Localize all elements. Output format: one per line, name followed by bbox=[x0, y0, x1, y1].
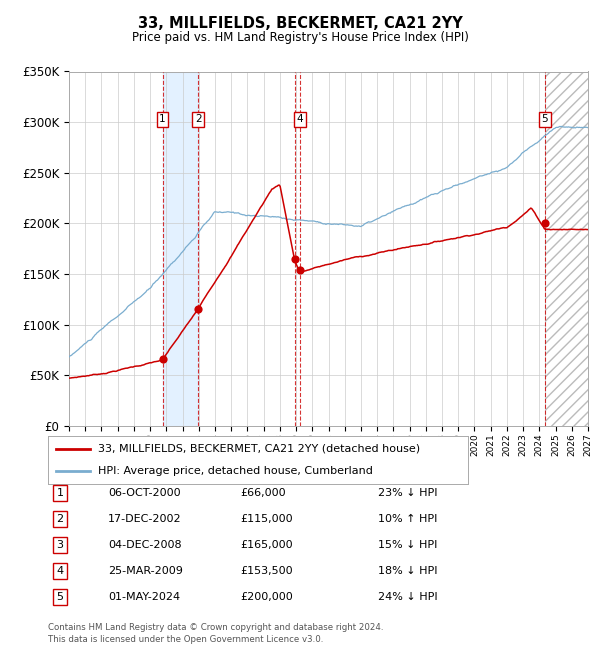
Point bbox=[540, 218, 550, 229]
Text: 06-OCT-2000: 06-OCT-2000 bbox=[108, 488, 181, 498]
Text: £165,000: £165,000 bbox=[240, 540, 293, 550]
Text: 17-DEC-2002: 17-DEC-2002 bbox=[108, 514, 182, 524]
Text: Price paid vs. HM Land Registry's House Price Index (HPI): Price paid vs. HM Land Registry's House … bbox=[131, 31, 469, 44]
Text: 4: 4 bbox=[296, 114, 303, 124]
Text: Contains HM Land Registry data © Crown copyright and database right 2024.: Contains HM Land Registry data © Crown c… bbox=[48, 623, 383, 632]
Point bbox=[193, 304, 203, 315]
Text: 25-MAR-2009: 25-MAR-2009 bbox=[108, 566, 183, 576]
Text: £66,000: £66,000 bbox=[240, 488, 286, 498]
Text: 4: 4 bbox=[56, 566, 64, 576]
Text: 15% ↓ HPI: 15% ↓ HPI bbox=[378, 540, 437, 550]
Point bbox=[295, 265, 305, 276]
Bar bbox=[163, 72, 198, 426]
Text: 33, MILLFIELDS, BECKERMET, CA21 2YY (detached house): 33, MILLFIELDS, BECKERMET, CA21 2YY (det… bbox=[98, 444, 421, 454]
Bar bbox=[545, 72, 588, 426]
Text: 5: 5 bbox=[541, 114, 548, 124]
Point bbox=[290, 254, 299, 264]
Text: 1: 1 bbox=[56, 488, 64, 498]
Text: 2: 2 bbox=[195, 114, 202, 124]
Text: £200,000: £200,000 bbox=[240, 592, 293, 602]
Text: 2: 2 bbox=[56, 514, 64, 524]
Text: £115,000: £115,000 bbox=[240, 514, 293, 524]
Text: HPI: Average price, detached house, Cumberland: HPI: Average price, detached house, Cumb… bbox=[98, 466, 373, 476]
Text: This data is licensed under the Open Government Licence v3.0.: This data is licensed under the Open Gov… bbox=[48, 634, 323, 644]
Point bbox=[158, 354, 167, 364]
Text: 04-DEC-2008: 04-DEC-2008 bbox=[108, 540, 182, 550]
Text: 3: 3 bbox=[56, 540, 64, 550]
Bar bbox=[545, 72, 588, 426]
Text: 24% ↓ HPI: 24% ↓ HPI bbox=[378, 592, 437, 602]
Text: £153,500: £153,500 bbox=[240, 566, 293, 576]
Text: 23% ↓ HPI: 23% ↓ HPI bbox=[378, 488, 437, 498]
Text: 01-MAY-2024: 01-MAY-2024 bbox=[108, 592, 180, 602]
Text: 5: 5 bbox=[56, 592, 64, 602]
Text: 1: 1 bbox=[159, 114, 166, 124]
Text: 33, MILLFIELDS, BECKERMET, CA21 2YY: 33, MILLFIELDS, BECKERMET, CA21 2YY bbox=[137, 16, 463, 31]
Text: 10% ↑ HPI: 10% ↑ HPI bbox=[378, 514, 437, 524]
Text: 18% ↓ HPI: 18% ↓ HPI bbox=[378, 566, 437, 576]
